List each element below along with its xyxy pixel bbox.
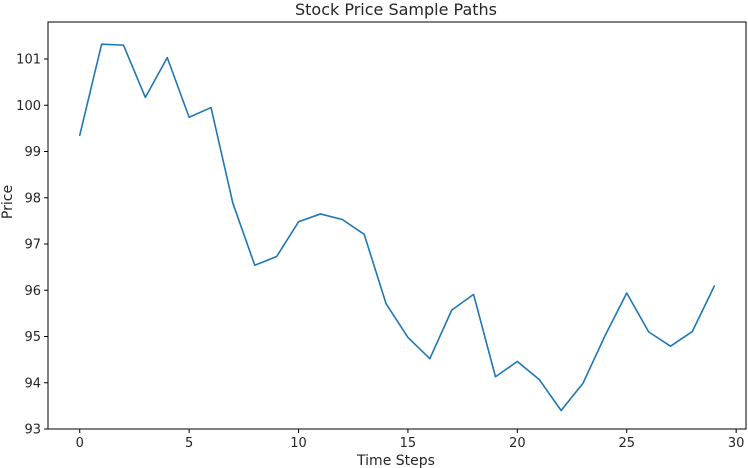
x-axis-title: Time Steps <box>356 453 435 468</box>
y-tick-label: 95 <box>24 330 41 345</box>
plot-frame <box>47 21 747 430</box>
y-tick-label: 93 <box>24 423 41 438</box>
x-tick-label: 0 <box>76 436 84 451</box>
plot-area <box>78 43 716 412</box>
y-tick-label: 98 <box>24 191 41 206</box>
y-tick-label: 97 <box>24 238 41 253</box>
price-path-line <box>78 43 716 412</box>
x-tick-label: 20 <box>509 436 526 451</box>
axes: 0 5 10 15 20 25 30 93 94 95 96 97 98 99 100 101 <box>16 21 747 451</box>
x-tick-label: 25 <box>618 436 635 451</box>
y-tick-label: 96 <box>24 284 41 299</box>
x-tick-label: 5 <box>185 436 193 451</box>
y-tick-label: 94 <box>24 376 41 391</box>
y-tick-label: 100 <box>16 99 41 114</box>
x-tick-label: 15 <box>400 436 417 451</box>
y-tick-label: 101 <box>16 53 41 68</box>
chart-title: Stock Price Sample Paths <box>295 0 497 19</box>
x-tick-label: 30 <box>728 436 745 451</box>
y-axis-title: Price <box>0 185 16 219</box>
x-tick-label: 10 <box>290 436 307 451</box>
y-tick-label: 99 <box>24 145 41 160</box>
